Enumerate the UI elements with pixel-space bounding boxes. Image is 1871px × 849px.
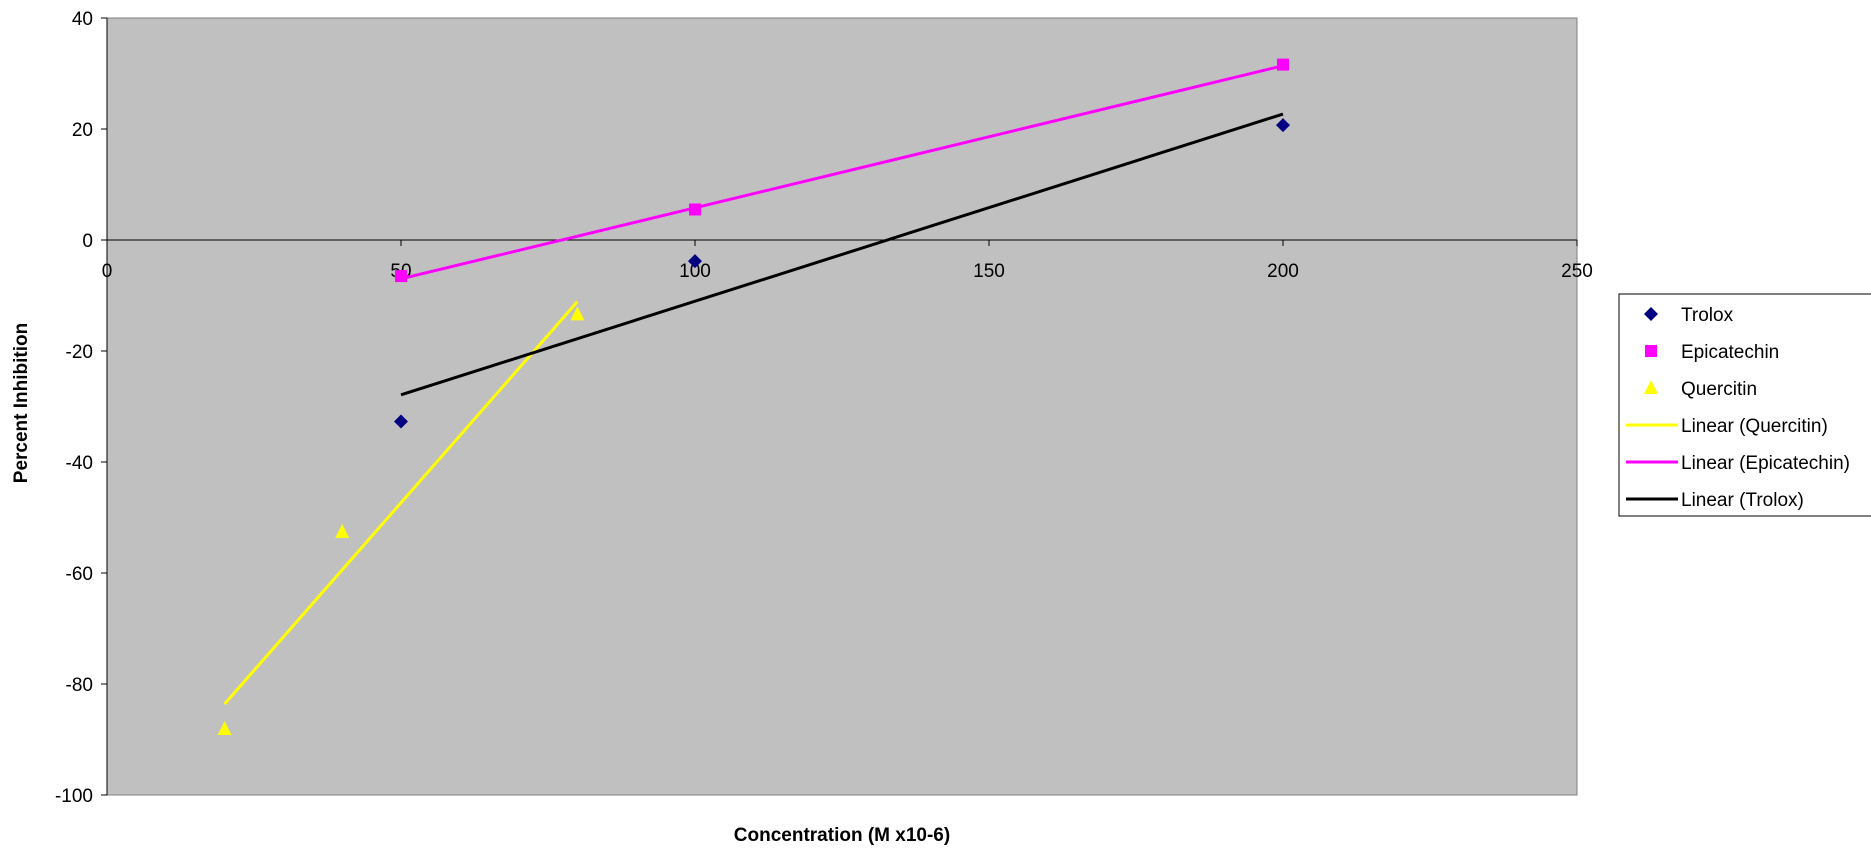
legend: Trolox Epicatechin Quercitin Linear (Querci… [1618, 293, 1871, 517]
data-point [1276, 118, 1290, 133]
y-tick-label: 40 [72, 9, 93, 30]
data-point [1277, 58, 1289, 71]
y-tick-label: -20 [66, 342, 93, 363]
legend-key [1645, 345, 1657, 357]
marker-group [217, 58, 1290, 735]
y-tick-label: -60 [66, 564, 93, 585]
legend-label: Linear (Quercitin) [1681, 416, 1828, 437]
x-tick-label: 0 [102, 261, 113, 282]
trendline [400, 64, 1284, 281]
data-point [395, 270, 407, 283]
legend-label: Linear (Trolox) [1681, 490, 1804, 511]
data-point [335, 523, 350, 538]
data-point [394, 414, 408, 429]
y-tick-label: -80 [66, 675, 93, 696]
legend-label: Linear (Epicatechin) [1681, 453, 1850, 474]
legend-label: Epicatechin [1681, 342, 1779, 363]
x-axis-title: Concentration (M x10-6) [734, 825, 950, 846]
y-tick-label: -100 [55, 786, 93, 807]
y-tick-label: 0 [82, 231, 93, 252]
x-tick-label: 200 [1267, 261, 1299, 282]
y-tick-label: -40 [66, 453, 93, 474]
legend-label: Trolox [1681, 305, 1734, 326]
legend-label: Quercitin [1681, 379, 1757, 400]
trendline-group [223, 64, 1284, 705]
data-point [689, 203, 701, 216]
y-tick-group: 40 20 0 -20 -40 -60 -80 -100 [55, 9, 107, 807]
y-axis-title: Percent Inhibition [11, 323, 32, 483]
plot-area [106, 17, 1578, 796]
legend-box [1618, 293, 1871, 517]
x-tick-label: 100 [679, 261, 711, 282]
x-tick-label: 150 [973, 261, 1005, 282]
trendline [400, 112, 1284, 397]
legend-key [1644, 380, 1658, 394]
y-tick-label: 20 [72, 120, 93, 141]
data-point [217, 720, 232, 735]
data-point [688, 254, 702, 269]
x-tick-label: 250 [1561, 261, 1593, 282]
data-point [570, 306, 585, 321]
legend-key [1644, 307, 1658, 321]
trendline [223, 300, 579, 705]
